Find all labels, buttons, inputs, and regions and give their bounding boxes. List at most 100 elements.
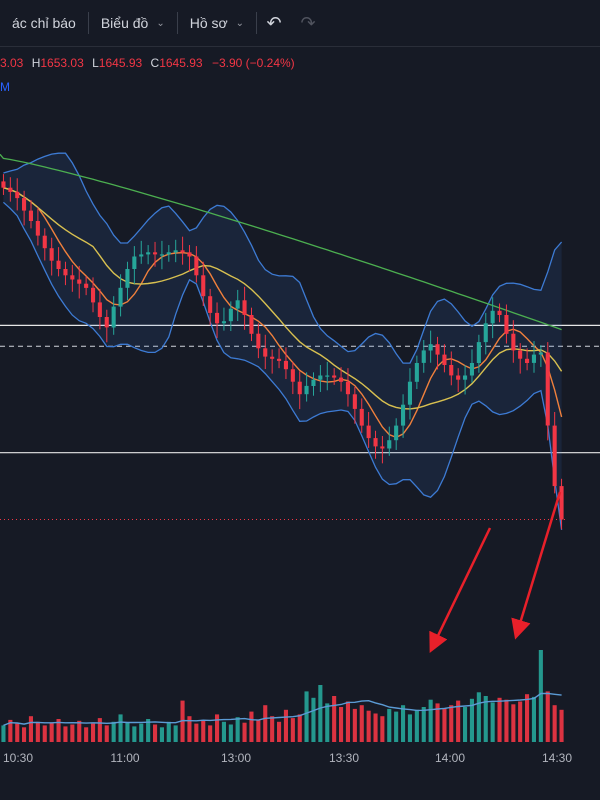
volume-bar [387, 708, 392, 742]
candle-body [263, 348, 268, 357]
volume-bar [270, 716, 275, 742]
ma-fast-line [3, 187, 563, 439]
candle-body [166, 252, 171, 255]
volume-bar [373, 713, 378, 742]
candle-body [104, 317, 109, 328]
volume-bar [428, 699, 433, 742]
volume-bar [476, 692, 481, 742]
candle-body [469, 363, 474, 376]
candle-body [490, 310, 495, 324]
candle-body [339, 377, 344, 382]
candle-body [345, 381, 350, 395]
indicators-menu[interactable]: ác chỉ báo [0, 0, 88, 46]
volume-bar [359, 705, 364, 742]
candle-body [366, 425, 371, 439]
volume-bar [256, 719, 261, 742]
volume-bar [401, 705, 406, 742]
volume-bar [118, 714, 123, 742]
x-tick-label: 13:30 [329, 751, 359, 765]
candle-body [380, 446, 385, 449]
undo-icon: ↶ [266, 12, 282, 33]
candle-body [28, 210, 33, 221]
x-tick-label: 14:00 [435, 751, 465, 765]
candle-body [387, 440, 392, 449]
candle-body [297, 381, 302, 395]
candle-body [311, 379, 316, 386]
volume-bar [249, 711, 254, 742]
volume-bar [380, 716, 385, 742]
x-tick-label: 14:30 [542, 751, 572, 765]
volume-bar [407, 714, 412, 742]
candle-body [70, 275, 75, 280]
undo-button[interactable]: ↶ [257, 0, 291, 46]
candle-body [428, 344, 433, 351]
candle-body [159, 254, 164, 256]
candle-body [215, 312, 220, 324]
volume-bar [187, 716, 192, 742]
candle-body [173, 250, 178, 253]
volume-bar [552, 705, 557, 742]
candle-body [401, 404, 406, 426]
volume-bar [56, 719, 61, 742]
candle-body [559, 486, 564, 520]
x-tick-label: 13:00 [221, 751, 251, 765]
volume-bar [490, 702, 495, 742]
volume-bar [394, 711, 399, 742]
legend-close-label: C [150, 56, 160, 70]
volume-bar [35, 721, 40, 742]
candle-body [118, 287, 123, 307]
candle-body [111, 306, 116, 328]
volume-bar [166, 721, 171, 742]
legend-open-value: 3.03 [0, 56, 24, 70]
volume-bar [414, 709, 419, 742]
bollinger-upper-line [3, 152, 563, 364]
volume-bar [332, 696, 337, 742]
volume-bar [91, 723, 96, 742]
candle-body [525, 358, 530, 363]
volume-bar [469, 698, 474, 742]
annotation-arrow [429, 527, 492, 654]
volume-bar [63, 726, 68, 742]
candle-body [146, 252, 151, 255]
time-axis: 10:30 11:00 13:00 13:30 14:00 14:30 [3, 751, 572, 765]
profile-menu[interactable]: Hồ sơ ⌄ [178, 0, 256, 46]
legend-close-value: 1645.93 [159, 56, 203, 70]
chevron-down-icon: ⌄ [156, 17, 165, 29]
volume-bar [235, 717, 240, 742]
volume-bar [345, 701, 350, 742]
candle-body [414, 363, 419, 382]
candle-body [84, 283, 89, 288]
candle-body [463, 375, 468, 380]
chart-menu-label: Biểu đồ [100, 15, 149, 31]
volume-bar [201, 719, 206, 742]
volume-bar [304, 691, 309, 742]
candle-body [504, 315, 509, 334]
volume-bar [339, 707, 344, 742]
volume-bar [159, 727, 164, 742]
candle-body [277, 358, 282, 361]
volume-bar [28, 716, 33, 742]
volume-bar [173, 725, 178, 742]
volume-bar [456, 700, 461, 742]
redo-button[interactable]: ↷ [291, 0, 325, 46]
volume-bar [77, 720, 82, 742]
volume-bar [1, 725, 6, 742]
candle-body [35, 221, 40, 236]
candle-body [531, 354, 536, 363]
candle-body [187, 252, 192, 257]
candle-body [538, 352, 543, 355]
volume-bar [215, 714, 220, 742]
volume-bar [153, 724, 158, 742]
ohlc-legend: 3.03 H1653.03 L1645.93 C1645.93 −3.90 (−… [0, 56, 295, 70]
candle-body [125, 269, 130, 288]
volume-bar [242, 722, 247, 742]
chart-menu[interactable]: Biểu đồ ⌄ [89, 0, 177, 46]
volume-bar [221, 721, 226, 742]
candle-body [56, 260, 61, 269]
candle-body [511, 333, 516, 351]
volume-bar [208, 725, 213, 742]
volume-bar [8, 719, 13, 742]
volume-bar [449, 705, 454, 742]
chevron-down-icon: ⌄ [235, 17, 245, 29]
